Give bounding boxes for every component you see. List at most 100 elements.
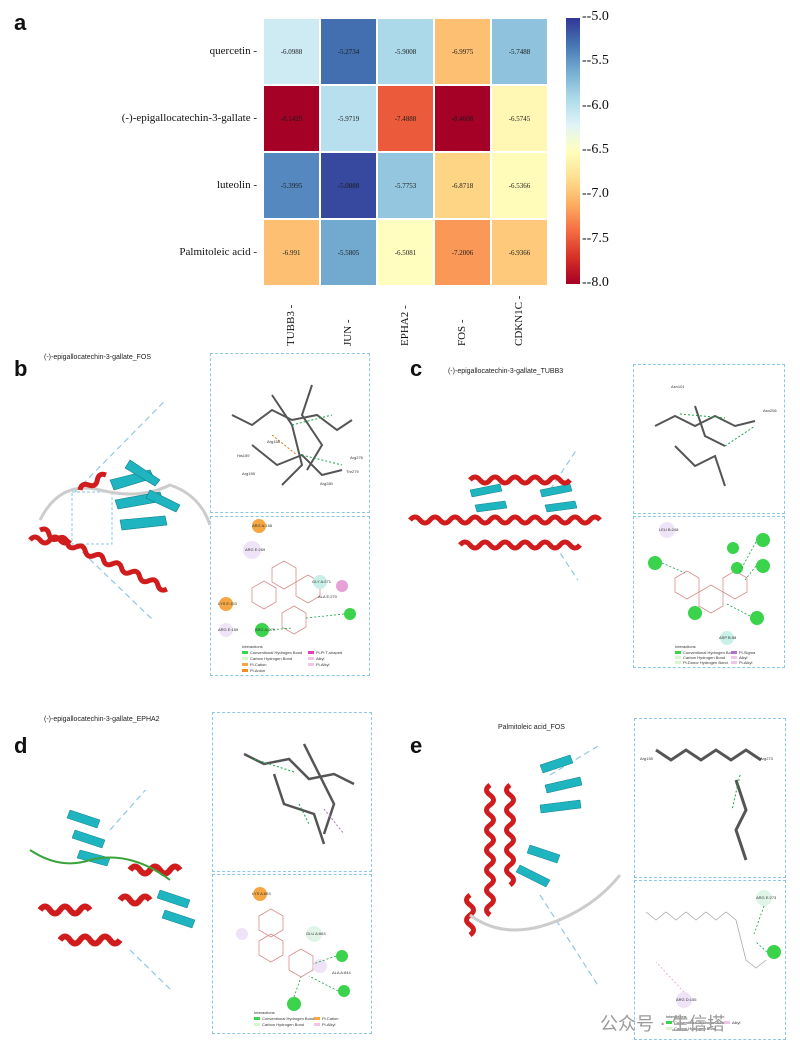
column-label: JUN - [341,319,354,346]
panel-b-protein [28,400,212,620]
e-legend-0: Conventional Hydrogen Bond [674,1020,726,1025]
panel-b-zoom-3d [210,353,370,513]
panel-d-protein [29,790,196,990]
panel-b-zoom-2d [210,516,370,676]
panel-e-title: Palmitoleic acid_FOS [498,724,565,731]
heatmap-cell: -8.1429 [263,85,320,152]
b-2d-res-5: ARG E:159 [218,627,239,632]
panel-letter-b: b [14,356,28,381]
colorbar-tick: --5.0 [582,9,609,24]
panel-b-interaction-2d: ARG A:158 ARG E:269 GLY A:271 ALA E:270 … [218,519,356,673]
d-legend-1: Carbon Hydrogen Bond [262,1022,304,1027]
colorbar-tick: --6.5 [582,142,609,157]
heatmap-cell: -8.4608 [434,85,491,152]
c-legend-4: Alkyl [739,655,748,660]
panel-c-protein [408,450,602,580]
heatmap-cell: -7.4888 [377,85,434,152]
d-legend-3: Pi-Alkyl [322,1022,335,1027]
b-legend-title: Interactions [242,644,263,649]
row-label: (-)-epigallocatechin-3-gallate - [121,111,257,124]
d-2d-res-2: ALA A:644 [332,970,351,975]
c-2d-res-1: ASP B:98 [719,635,737,640]
heatmap-cell: -6.9366 [491,219,548,286]
b-res-arg158: Arg158 [267,439,281,444]
panel-d-zoom-2d [212,874,372,1034]
heatmap-cell: -6.0988 [263,18,320,85]
panel-letter-d: d [14,733,28,758]
b-res-thr279: Thr279 [346,469,359,474]
e-res-arg273: Arg273 [760,756,774,761]
heatmap-cell: -6.991 [263,219,320,286]
e-res-arg155: Arg155 [640,756,654,761]
heatmap-cell: -6.8718 [434,152,491,219]
panel-c-zoom-2d [633,516,785,668]
c-2d-res-0: LEU B:248 [659,527,679,532]
b-res-arg280: Arg280 [320,481,334,486]
heatmap-cell: -6.5745 [491,85,548,152]
b-res-arg155: Arg155 [242,471,256,476]
panel-letter-e: e [410,733,423,758]
column-label: CDKN1C - [512,295,525,346]
b-2d-res-4: LYS E:153 [218,601,238,606]
panel-c-zoom-3d [633,364,785,514]
panel-e-zoom-3d [634,718,786,878]
b-2d-res-3: ALA E:270 [318,594,338,599]
b-legend-0: Conventional Hydrogen Bond [250,650,302,655]
d-2d-res-1: GLU A:663 [306,931,326,936]
b-res-his159: His159 [237,453,250,458]
colorbar-tick: --7.0 [582,186,609,202]
b-2d-res-2: GLY A:271 [312,579,332,584]
heatmap: quercetin - -6.0988 -5.2734 -5.9008 -6.9975-… [0,0,800,346]
b-legend-3: Pi-Anion [250,668,265,673]
heatmap-cell: -5.0888 [320,152,377,219]
row-label: Palmitoleic acid - [179,245,257,258]
b-legend-4: Pi-Pi T-shaped [316,650,342,655]
panel-b-ligand-3d: Arg158 His159 Arg155 Arg276 Thr279 Arg28… [231,384,364,486]
column-label: FOS - [455,319,468,346]
panel-letter-c: c [410,356,423,381]
heatmap-cell: -5.2734 [320,18,377,85]
heatmap-cell: -7.2006 [434,219,491,286]
colorbar-tick: --8.0 [582,275,609,290]
column-label: TUBB3 - [284,304,297,346]
panel-e-zoom-2d [634,880,786,1040]
panel-letter-a: a [14,10,27,35]
heatmap-cell: -5.5805 [320,219,377,286]
b-legend-2: Pi-Cation [250,662,266,667]
row-label: quercetin - [209,44,257,57]
b-res-arg276: Arg276 [350,455,364,460]
panel-d-zoom-3d [212,712,372,872]
panel-c-title: (-)-epigallocatechin-3-gallate_TUBB3 [448,368,564,375]
d-legend-0: Conventional Hydrogen Bond [262,1016,314,1021]
e-2d-res-0: ARG E:273 [756,895,777,900]
heatmap-cell: -5.7488 [491,18,548,85]
heatmap-cell: -6.9975 [434,18,491,85]
b-legend-6: Pi-Alkyl [316,662,329,667]
heatmap-cell: -6.5366 [491,152,548,219]
panel-b-title: (-)-epigallocatechin-3-gallate_FOS [44,354,151,361]
d-2d-res-0: LYS A:653 [252,891,271,896]
column-label: EPHA2 - [398,305,411,346]
b-2d-res-1: ARG E:269 [245,547,266,552]
c-legend-0: Conventional Hydrogen Bond [683,650,735,655]
panel-c-interaction-2d: LEU B:248 ASP B:98 Interactions Conventi… [648,522,770,665]
colorbar-tick: --5.5 [582,53,609,69]
c-legend-5: Pi-Alkyl [739,660,752,665]
c-legend-2: Pi-Donor Hydrogen Bond [683,660,728,665]
b-legend-5: Alkyl [316,656,325,661]
c-legend-1: Carbon Hydrogen Bond [683,655,725,660]
colorbar-tick: --7.5 [582,230,609,246]
heatmap-cell: -6.5081 [377,219,434,286]
heatmap-cell: -5.7753 [377,152,434,219]
c-res-asn206: Asn206 [763,408,777,413]
panel-d-interaction-2d: LYS A:653 GLU A:663 ALA A:644 Interactio… [236,887,351,1027]
b-2d-res-0: ARG A:158 [252,523,273,528]
c-legend-title: Interactions [675,644,696,649]
b-2d-res-6: ARG A:279 [255,627,276,632]
d-legend-title: Interactions [254,1010,275,1015]
heatmap-cell: -5.9008 [377,18,434,85]
c-legend-3: Pi-Sigma [739,650,756,655]
panel-c-ligand-3d: Asn101 Asn206 [654,384,777,487]
d-legend-2: Pi-Cation [322,1016,338,1021]
row-label: luteolin - [216,178,257,191]
